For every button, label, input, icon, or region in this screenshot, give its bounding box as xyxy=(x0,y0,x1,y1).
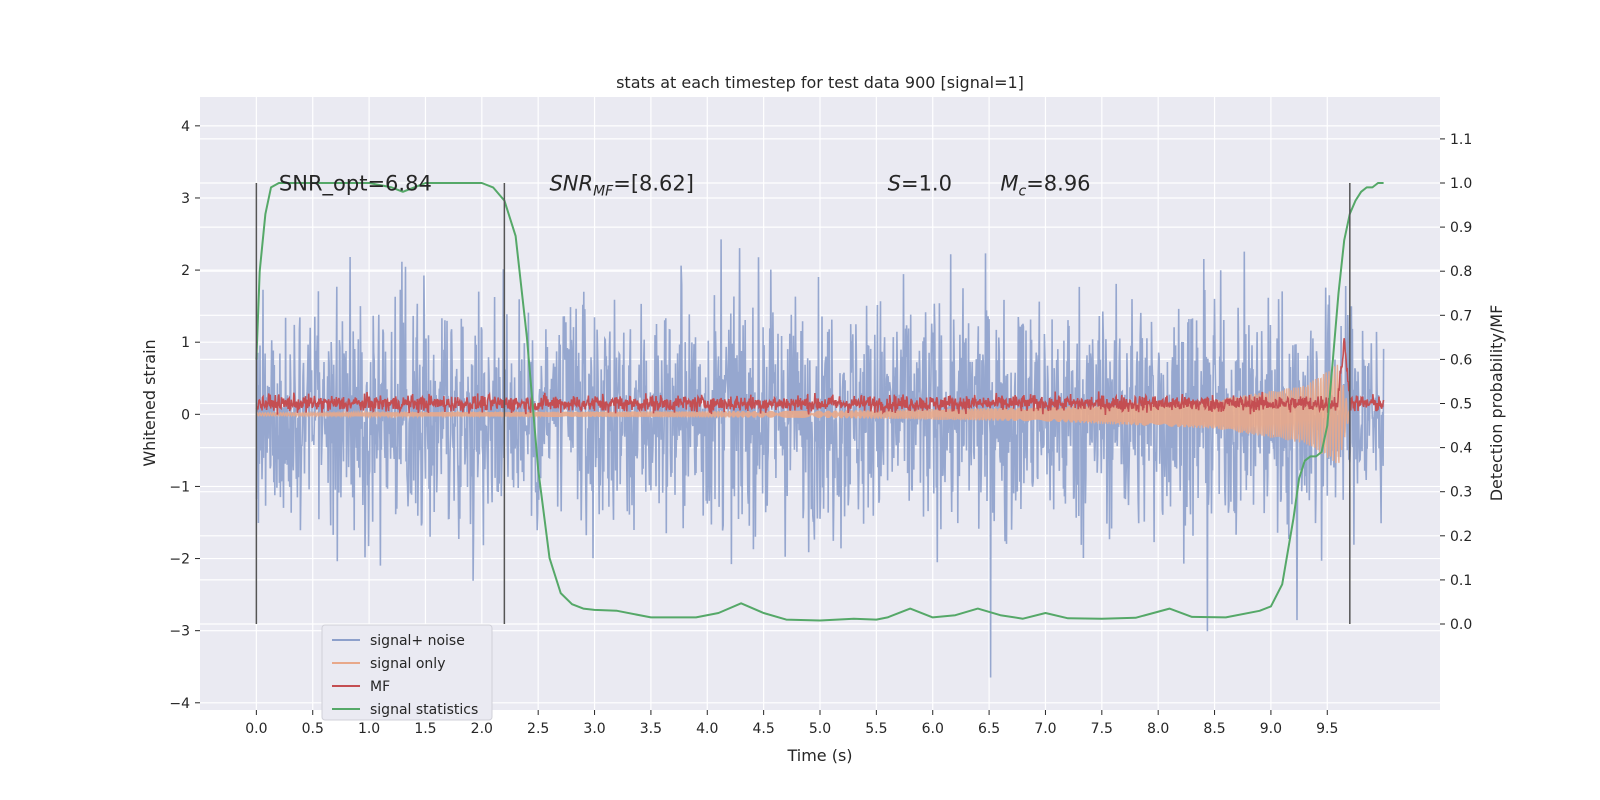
annotation-2: S=1.0 xyxy=(888,172,952,196)
y-tick-label: 4 xyxy=(181,119,190,135)
x-tick-label: 4.5 xyxy=(753,721,775,737)
y-tick-label: 3 xyxy=(181,191,190,207)
series-signal-noise xyxy=(255,239,1385,678)
series-signal-only xyxy=(255,364,1351,464)
x-tick-label: 0.5 xyxy=(302,721,324,737)
y2-tick-label: 0.3 xyxy=(1450,485,1472,501)
y-axis-label: Whitened strain xyxy=(140,339,159,466)
x-tick-label: 7.0 xyxy=(1034,721,1056,737)
y2-tick-label: 0.5 xyxy=(1450,397,1472,413)
y-axis-right: 1.1 1.0 0.9 0.8 0.7 0.6 0.5 0.4 0.3 0.2 0.1 0.0 xyxy=(1440,132,1472,633)
y2-tick-label: 0.2 xyxy=(1450,529,1472,545)
y-tick-label: 0 xyxy=(181,407,190,423)
x-tick-label: 0.0 xyxy=(245,721,267,737)
x-tick-label: 2.0 xyxy=(471,721,493,737)
x-tick-label: 4.0 xyxy=(696,721,718,737)
x-axis: 0.0 0.5 1.0 1.5 2.0 2.5 3.0 3.5 4.0 4.5 5.0 5.5 6.0 6… xyxy=(245,710,1338,737)
y-tick-label: 1 xyxy=(181,335,190,351)
x-tick-label: 1.5 xyxy=(414,721,436,737)
y2-tick-label: 0.0 xyxy=(1450,617,1472,633)
y2-tick-label: 1.1 xyxy=(1450,132,1472,148)
y-tick-label: −4 xyxy=(169,696,190,712)
legend-label-2: MF xyxy=(370,679,390,695)
series-signal-statistics xyxy=(255,182,1384,622)
x-tick-label: 7.5 xyxy=(1091,721,1113,737)
y-tick-label: −2 xyxy=(169,552,190,568)
x-tick-label: 3.5 xyxy=(640,721,662,737)
series-mf xyxy=(255,338,1385,416)
y2-tick-label: 0.1 xyxy=(1450,573,1472,589)
y2-tick-label: 0.4 xyxy=(1450,441,1472,457)
y-axis-left: 4 3 2 1 0 −1 −2 −3 −4 xyxy=(169,119,200,712)
x-axis-label: Time (s) xyxy=(786,746,852,765)
legend-box xyxy=(321,624,493,721)
x-tick-label: 5.0 xyxy=(809,721,831,737)
y-tick-label: −3 xyxy=(169,624,190,640)
series-layer xyxy=(255,182,1385,678)
x-tick-label: 9.5 xyxy=(1316,721,1338,737)
y2-tick-label: 0.8 xyxy=(1450,264,1472,280)
x-tick-label: 6.5 xyxy=(978,721,1000,737)
y2-axis-label: Detection probability/MF xyxy=(1487,305,1506,502)
x-tick-label: 6.0 xyxy=(922,721,944,737)
x-tick-label: 8.0 xyxy=(1147,721,1169,737)
annotation-0: SNR_opt=6.84 xyxy=(279,172,432,197)
y2-tick-label: 0.7 xyxy=(1450,308,1472,324)
x-tick-label: 1.0 xyxy=(358,721,380,737)
x-tick-label: 2.5 xyxy=(527,721,549,737)
x-tick-label: 9.0 xyxy=(1260,721,1282,737)
x-tick-label: 8.5 xyxy=(1203,721,1225,737)
y-tick-label: 2 xyxy=(181,263,190,279)
annotation-1: SNRMF=[8.62] xyxy=(549,172,694,200)
annotations: SNR_opt=6.84 SNRMF=[8.62] S=1.0 Mc=8.96 xyxy=(279,172,1091,200)
y2-tick-label: 0.9 xyxy=(1450,220,1472,236)
y2-tick-label: 0.6 xyxy=(1450,352,1472,368)
x-tick-label: 3.0 xyxy=(583,721,605,737)
annotation-3: Mc=8.96 xyxy=(1000,172,1090,200)
chart-title: stats at each timestep for test data 900… xyxy=(616,73,1024,92)
legend-label-3: signal statistics xyxy=(370,702,478,718)
legend-label-1: signal only xyxy=(370,656,445,672)
y2-tick-label: 1.0 xyxy=(1450,176,1472,192)
legend: signal+ noise signal only MF signal statist… xyxy=(321,624,493,721)
x-tick-label: 5.5 xyxy=(865,721,887,737)
y-tick-label: −1 xyxy=(169,479,190,495)
legend-label-0: signal+ noise xyxy=(370,633,465,649)
vertical-markers xyxy=(255,182,1351,625)
